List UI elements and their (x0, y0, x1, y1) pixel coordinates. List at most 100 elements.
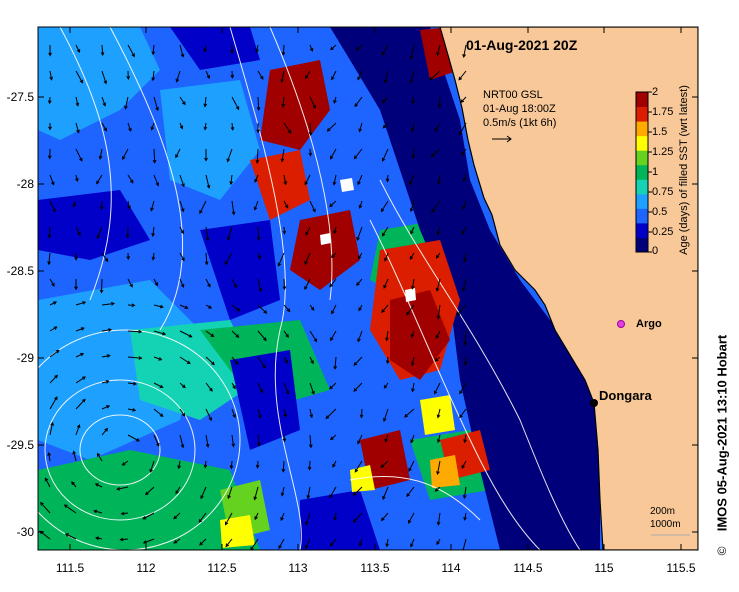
velocity-vector (283, 278, 285, 290)
velocity-vector (412, 382, 415, 392)
velocity-vector-head (410, 128, 415, 133)
velocity-vector-head (159, 413, 164, 417)
velocity-vector (127, 200, 130, 209)
velocity-vector-head (76, 424, 81, 429)
depth-contour-legend: 200m 1000m (650, 505, 681, 531)
velocity-vector-head (181, 412, 186, 417)
velocity-vector (121, 512, 129, 515)
velocity-vector (176, 70, 181, 82)
velocity-vector (96, 226, 103, 239)
velocity-vector (409, 174, 415, 185)
velocity-vector-head (409, 55, 414, 60)
velocity-vector-head (51, 282, 55, 287)
velocity-vector (127, 278, 133, 288)
velocity-vector (205, 226, 209, 241)
velocity-vector (409, 252, 415, 260)
velocity-vector (49, 422, 54, 436)
velocity-vector-head (406, 493, 410, 498)
velocity-vector (101, 329, 112, 332)
y-tick-label: -30 (16, 525, 34, 539)
velocity-vector (179, 356, 191, 364)
velocity-vector (152, 44, 155, 55)
sst-patch-red-1 (260, 60, 330, 150)
velocity-vector-head (95, 536, 100, 541)
dongara-marker (590, 399, 598, 407)
velocity-vector (49, 301, 57, 306)
velocity-vector-head (305, 231, 309, 236)
velocity-vector (309, 122, 312, 135)
velocity-vector (331, 70, 337, 80)
velocity-vector-head (306, 495, 311, 500)
velocity-vector (205, 356, 215, 365)
velocity-vector (204, 460, 207, 468)
velocity-vector (334, 512, 337, 520)
velocity-vector (325, 408, 337, 419)
velocity-vector-head (459, 131, 463, 136)
velocity-vector-head (199, 210, 203, 215)
velocity-vector (283, 408, 287, 417)
velocity-vector-head (80, 352, 85, 357)
velocity-vector-head (433, 390, 438, 395)
velocity-vector (75, 399, 86, 410)
velocity-vector (257, 408, 262, 418)
velocity-vector-head (132, 408, 137, 412)
velocity-vector (461, 460, 467, 469)
velocity-vector (127, 434, 140, 442)
y-tick-label: -29.5 (6, 438, 34, 452)
velocity-vector-head (380, 464, 385, 468)
colorbar-segment (636, 164, 648, 180)
velocity-vector (122, 148, 129, 160)
velocity-vector-head (258, 414, 262, 419)
velocity-vector (254, 512, 259, 520)
velocity-vector (329, 382, 337, 390)
velocity-vector-head (462, 495, 467, 500)
velocity-vector-head (353, 388, 358, 392)
velocity-vector-head (329, 494, 333, 499)
sst-patch-green (38, 450, 260, 550)
vector-legend-source: NRT00 GSL (483, 89, 543, 101)
velocity-vector (205, 434, 209, 447)
velocity-vector (461, 148, 467, 156)
velocity-vector (143, 538, 155, 544)
velocity-vector (437, 434, 441, 443)
velocity-vector-head (463, 341, 468, 346)
velocity-vector (97, 453, 103, 462)
velocity-vector (356, 278, 363, 286)
velocity-vector-head (125, 234, 130, 239)
velocity-vector-head (235, 106, 240, 111)
velocity-vector (437, 304, 441, 319)
velocity-vector-head (358, 204, 363, 209)
velocity-vector-head (103, 127, 107, 132)
velocity-vector (250, 538, 259, 550)
velocity-vector (410, 200, 415, 212)
velocity-vector (257, 304, 267, 314)
velocity-vector (386, 174, 389, 182)
velocity-vector-head (180, 444, 185, 449)
velocity-vector-head (181, 384, 186, 389)
velocity-vector-head (357, 338, 361, 343)
velocity-vector (73, 451, 77, 462)
velocity-vector (173, 512, 181, 520)
velocity-vector-head (308, 152, 313, 157)
velocity-vector (231, 96, 240, 110)
velocity-vector-head (204, 261, 209, 266)
velocity-vector (199, 200, 207, 214)
map-title: 01-Aug-2021 20Z (466, 37, 578, 53)
velocity-vector-head (356, 282, 360, 287)
velocity-vector-head (231, 211, 236, 216)
velocity-vector-head (104, 427, 109, 432)
colorbar-tick-label: 1.75 (652, 106, 674, 118)
velocity-vector-head (100, 52, 105, 57)
velocity-vector (153, 174, 159, 186)
velocity-vector-head (175, 154, 179, 159)
velocity-vector (386, 330, 389, 341)
velocity-vector-head (383, 79, 388, 84)
velocity-vector-head (234, 361, 239, 365)
velocity-vector-head (380, 517, 385, 522)
velocity-vector (179, 304, 188, 309)
velocity-vector (463, 174, 467, 181)
velocity-vector (101, 96, 106, 106)
velocity-vector-head (354, 103, 359, 108)
velocity-vector (49, 278, 55, 287)
velocity-vector-head (330, 337, 334, 342)
